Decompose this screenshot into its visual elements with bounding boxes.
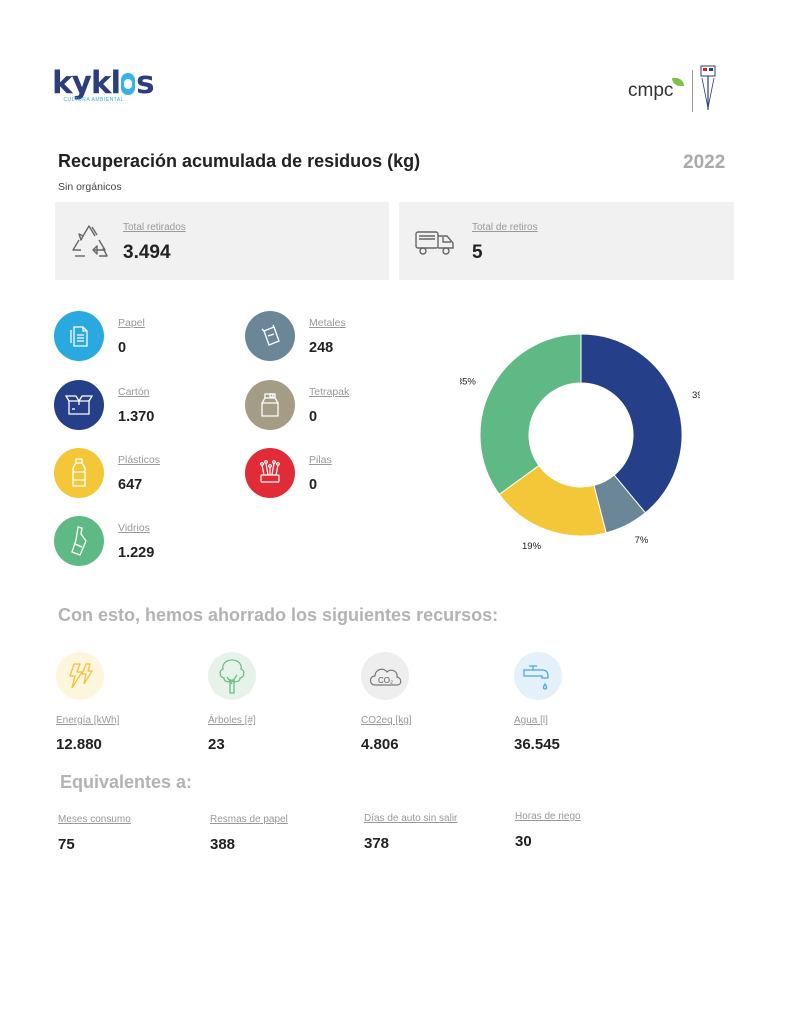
report-year: 2022 bbox=[683, 152, 726, 173]
total-retirados-label: Total retirados bbox=[123, 222, 186, 233]
equivalent-resmas: Resmas de papel 388 bbox=[210, 814, 350, 858]
category-value: 248 bbox=[309, 340, 334, 356]
svg-text:CO₂: CO₂ bbox=[378, 676, 393, 685]
total-retirados-card: Total retirados 3.494 bbox=[55, 202, 389, 280]
total-retiros-card: Total de retiros 5 bbox=[399, 202, 734, 280]
total-retiros-label: Total de retiros bbox=[472, 222, 538, 233]
resource-arboles: Árboles [#] 23 bbox=[208, 652, 328, 762]
equivalent-label: Meses consumo bbox=[58, 814, 131, 825]
equivalent-meses: Meses consumo 75 bbox=[58, 814, 198, 858]
donut-slice-cartn bbox=[580, 333, 683, 514]
kyklos-logo: kykl s CULTURA AMBIENTAL bbox=[52, 65, 155, 103]
category-label: Pilas bbox=[309, 454, 332, 466]
truck-icon bbox=[415, 231, 454, 255]
category-value: 0 bbox=[309, 409, 318, 425]
equivalent-value: 378 bbox=[364, 835, 390, 852]
kyklos-logo-sub: CULTURA AMBIENTAL bbox=[63, 97, 124, 103]
total-retirados-value: 3.494 bbox=[123, 242, 171, 263]
resource-value: 4.806 bbox=[361, 736, 399, 753]
page-title: Recuperación acumulada de residuos (kg) bbox=[58, 151, 421, 171]
equivalent-horas-riego: Horas de riego 30 bbox=[515, 811, 655, 855]
resource-label: Árboles [#] bbox=[208, 715, 256, 726]
category-carton: Cartón 1.370 bbox=[54, 380, 224, 440]
category-label: Cartón bbox=[118, 386, 150, 398]
donut-label: 35% bbox=[460, 376, 476, 387]
donut-label: 39% bbox=[692, 390, 700, 401]
paper-icon bbox=[54, 311, 104, 361]
resource-agua: Agua [l] 36.545 bbox=[514, 652, 634, 762]
recycle-icon bbox=[72, 225, 108, 257]
category-label: Metales bbox=[309, 317, 346, 329]
bottle-icon bbox=[54, 448, 104, 498]
category-tetrapak: Tetrapak 0 bbox=[245, 380, 415, 440]
resources-heading: Con esto, hemos ahorrado los siguientes … bbox=[58, 605, 499, 625]
equivalent-value: 75 bbox=[58, 836, 75, 853]
category-metales: Metales 248 bbox=[245, 311, 415, 371]
box-icon bbox=[54, 380, 104, 430]
carton-icon bbox=[245, 380, 295, 430]
category-pilas: Pilas 0 bbox=[245, 448, 415, 508]
category-value: 0 bbox=[309, 477, 318, 493]
category-vidrios: Vidrios 1.229 bbox=[54, 516, 224, 576]
equivalent-label: Horas de riego bbox=[515, 811, 581, 822]
equivalent-value: 30 bbox=[515, 833, 532, 850]
co2-cloud-icon: CO₂ bbox=[361, 652, 409, 700]
resource-value: 23 bbox=[208, 736, 225, 753]
category-value: 1.370 bbox=[118, 409, 155, 425]
equivalents-heading: Equivalentes a: bbox=[60, 772, 193, 792]
equivalent-label: Resmas de papel bbox=[210, 814, 288, 825]
equivalent-label: Días de auto sin salir bbox=[364, 813, 458, 824]
category-label: Plásticos bbox=[118, 454, 161, 466]
donut-label: 19% bbox=[522, 541, 542, 552]
battery-icon bbox=[245, 448, 295, 498]
tree-icon bbox=[208, 652, 256, 700]
category-value: 0 bbox=[118, 340, 127, 356]
glass-bottle-icon bbox=[54, 516, 104, 566]
resource-label: Agua [l] bbox=[514, 715, 548, 726]
resource-energia: Energía [kWh] 12.880 bbox=[56, 652, 176, 762]
donut-label: 7% bbox=[635, 535, 649, 546]
lightning-icon bbox=[56, 652, 104, 700]
resource-label: Energía [kWh] bbox=[56, 715, 120, 726]
category-label: Tetrapak bbox=[309, 386, 350, 398]
category-value: 1.229 bbox=[118, 545, 155, 561]
resource-value: 36.545 bbox=[514, 736, 560, 753]
can-icon bbox=[245, 311, 295, 361]
category-plasticos: Plásticos 647 bbox=[54, 448, 224, 508]
category-label: Papel bbox=[118, 317, 145, 329]
equivalent-dias-auto: Días de auto sin salir 378 bbox=[364, 813, 504, 857]
category-label: Vidrios bbox=[118, 522, 150, 534]
resource-value: 12.880 bbox=[56, 736, 102, 753]
faucet-icon bbox=[514, 652, 562, 700]
page-subtitle: Sin orgánicos bbox=[58, 181, 122, 193]
category-value: 647 bbox=[118, 477, 143, 493]
logo-divider bbox=[692, 70, 693, 112]
crest-icon bbox=[700, 65, 716, 110]
total-retiros-value: 5 bbox=[472, 242, 483, 263]
resource-label: CO2eq [kg] bbox=[361, 715, 412, 726]
equivalent-value: 388 bbox=[210, 836, 236, 853]
donut-slice-vidrios bbox=[479, 333, 582, 496]
resource-co2eq: CO₂ CO2eq [kg] 4.806 bbox=[361, 652, 481, 762]
category-papel: Papel 0 bbox=[54, 311, 224, 371]
donut-chart: 39% 7% 19% 35% bbox=[460, 333, 700, 552]
cmpc-logo: cmpc bbox=[628, 80, 674, 101]
cmpc-leaf-icon bbox=[672, 78, 684, 86]
